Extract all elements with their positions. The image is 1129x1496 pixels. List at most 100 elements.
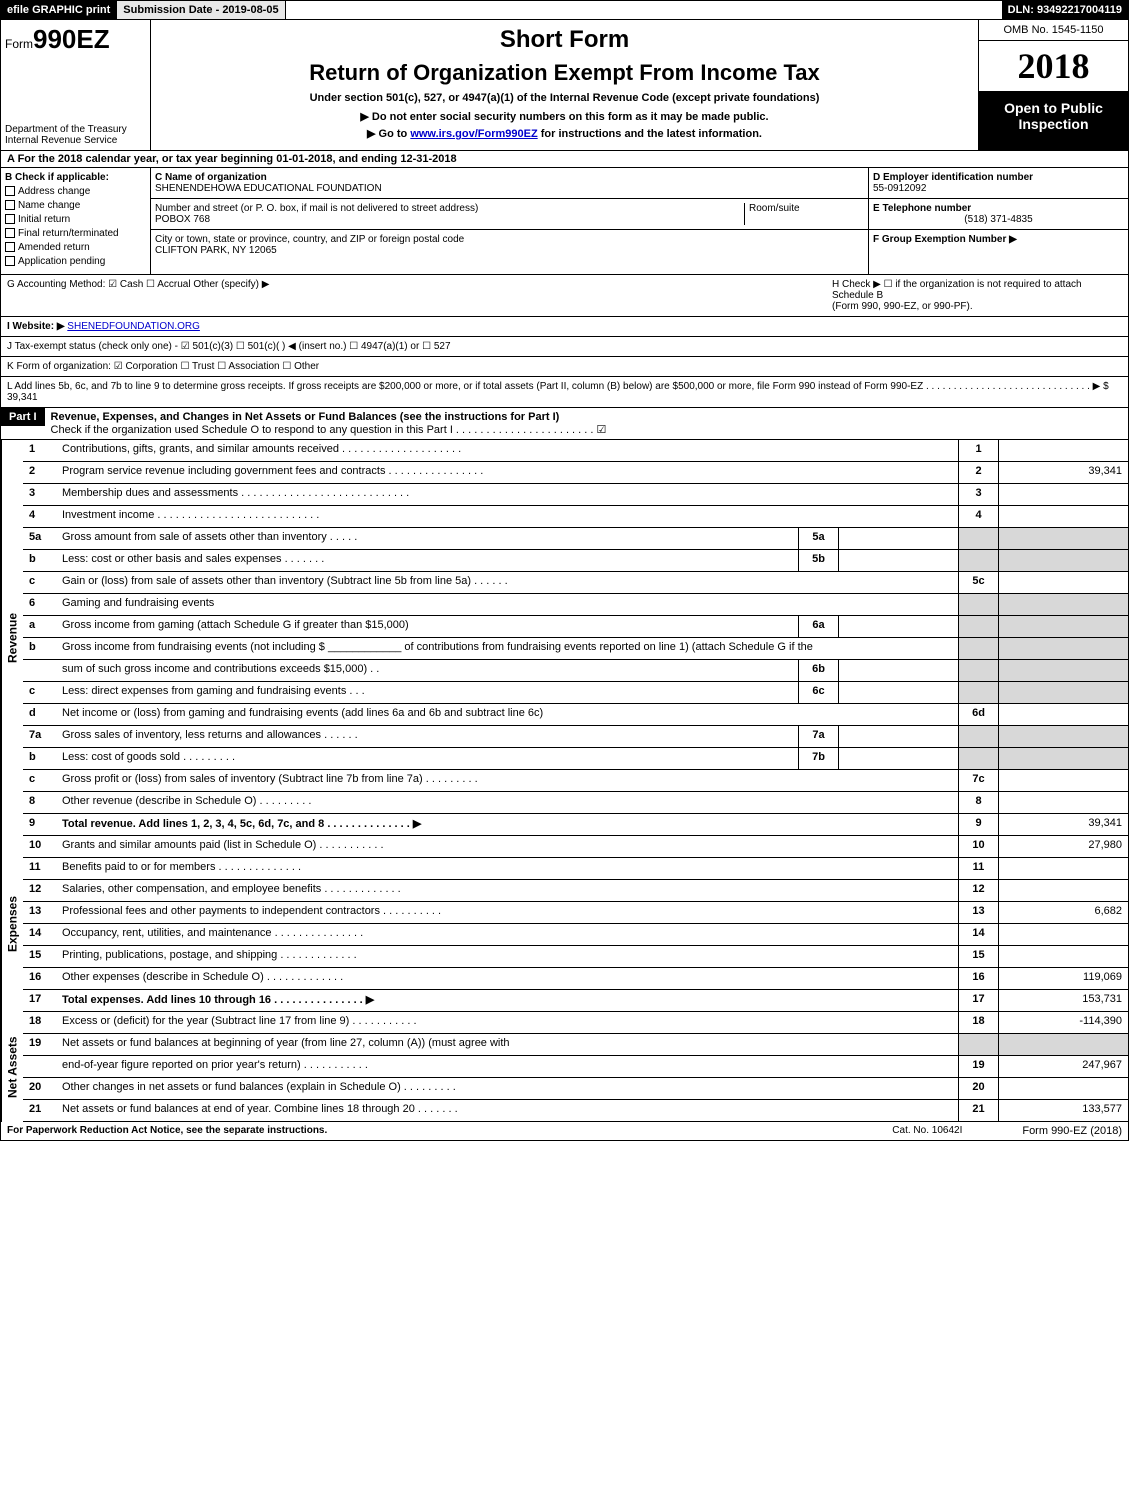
- ein-box: D Employer identification number 55-0912…: [869, 168, 1128, 199]
- schedule-b-check: H Check ▶ ☐ if the organization is not r…: [822, 279, 1122, 312]
- chk-final-return[interactable]: Final return/terminated: [5, 228, 146, 239]
- line-row: 7aGross sales of inventory, less returns…: [23, 726, 1128, 748]
- chk-initial-return[interactable]: Initial return: [5, 214, 146, 225]
- line-number: [23, 1056, 58, 1077]
- line-number: b: [23, 748, 58, 769]
- address-box: Number and street (or P. O. box, if mail…: [151, 199, 868, 230]
- line-number: 9: [23, 814, 58, 835]
- line-row: bLess: cost or other basis and sales exp…: [23, 550, 1128, 572]
- side-label-netassets: Net Assets: [1, 1012, 23, 1122]
- efile-print-button[interactable]: efile GRAPHIC print: [1, 1, 117, 19]
- line-number: c: [23, 572, 58, 593]
- line-description: Less: direct expenses from gaming and fu…: [58, 682, 798, 703]
- catalog-number: Cat. No. 10642I: [892, 1125, 962, 1137]
- line-row: 2Program service revenue including gover…: [23, 462, 1128, 484]
- line-row: 12Salaries, other compensation, and empl…: [23, 880, 1128, 902]
- header-center: Short Form Return of Organization Exempt…: [151, 20, 978, 150]
- form-header: Form990EZ Department of the Treasury Int…: [0, 20, 1129, 151]
- right-line-value: [998, 880, 1128, 901]
- line-number: d: [23, 704, 58, 725]
- line-row: 14Occupancy, rent, utilities, and mainte…: [23, 924, 1128, 946]
- line-row: 11Benefits paid to or for members . . . …: [23, 858, 1128, 880]
- part-1-title: Revenue, Expenses, and Changes in Net As…: [45, 408, 1128, 439]
- top-bar: efile GRAPHIC print Submission Date - 20…: [0, 0, 1129, 20]
- right-line-value: -114,390: [998, 1012, 1128, 1033]
- mid-line-number: 7a: [798, 726, 838, 747]
- right-line-value: 119,069: [998, 968, 1128, 989]
- website-link[interactable]: SHENEDFOUNDATION.ORG: [67, 321, 200, 332]
- line-number: c: [23, 682, 58, 703]
- line-description: Total revenue. Add lines 1, 2, 3, 4, 5c,…: [58, 814, 958, 835]
- line-description: Membership dues and assessments . . . . …: [58, 484, 958, 505]
- right-line-number: 9: [958, 814, 998, 835]
- right-line-value: 153,731: [998, 990, 1128, 1011]
- phone-box: E Telephone number (518) 371-4835: [869, 199, 1128, 230]
- phone-label: E Telephone number: [873, 203, 1124, 214]
- chk-application-pending[interactable]: Application pending: [5, 256, 146, 267]
- line-row: cLess: direct expenses from gaming and f…: [23, 682, 1128, 704]
- column-de: D Employer identification number 55-0912…: [868, 168, 1128, 274]
- row-g: G Accounting Method: ☑ Cash ☐ Accrual Ot…: [0, 275, 1129, 317]
- open-public-1: Open to Public: [983, 100, 1124, 116]
- chk-amended-return[interactable]: Amended return: [5, 242, 146, 253]
- mid-line-number: 7b: [798, 748, 838, 769]
- line-description: Less: cost of goods sold . . . . . . . .…: [58, 748, 798, 769]
- mid-line-value: [838, 528, 958, 549]
- line-description: Net assets or fund balances at end of ye…: [58, 1100, 958, 1121]
- line-row: cGain or (loss) from sale of assets othe…: [23, 572, 1128, 594]
- mid-line-value: [838, 550, 958, 571]
- line-description: Other expenses (describe in Schedule O) …: [58, 968, 958, 989]
- right-line-number: [958, 726, 998, 747]
- line-number: 21: [23, 1100, 58, 1121]
- right-line-number: 10: [958, 836, 998, 857]
- right-line-value: [998, 704, 1128, 725]
- line-number: 15: [23, 946, 58, 967]
- right-line-number: [958, 616, 998, 637]
- form-version: Form 990-EZ (2018): [1022, 1125, 1122, 1137]
- street-address: POBOX 768: [155, 214, 744, 225]
- line-row: 16Other expenses (describe in Schedule O…: [23, 968, 1128, 990]
- right-line-number: 15: [958, 946, 998, 967]
- right-line-value: [998, 484, 1128, 505]
- line-number: 16: [23, 968, 58, 989]
- rows-container: 18Excess or (deficit) for the year (Subt…: [23, 1012, 1128, 1122]
- return-title: Return of Organization Exempt From Incom…: [157, 60, 972, 86]
- line-row: end-of-year figure reported on prior yea…: [23, 1056, 1128, 1078]
- line-description: Professional fees and other payments to …: [58, 902, 958, 923]
- chk-name-change[interactable]: Name change: [5, 200, 146, 211]
- right-line-number: 13: [958, 902, 998, 923]
- omb-number: OMB No. 1545-1150: [979, 20, 1128, 41]
- right-line-value: [998, 550, 1128, 571]
- line-description: Total expenses. Add lines 10 through 16 …: [58, 990, 958, 1011]
- side-label-expenses: Expenses: [1, 836, 23, 1012]
- right-line-number: 2: [958, 462, 998, 483]
- line-number: c: [23, 770, 58, 791]
- right-line-value: [998, 1078, 1128, 1099]
- right-line-number: 6d: [958, 704, 998, 725]
- right-line-value: [998, 638, 1128, 659]
- line-number: 13: [23, 902, 58, 923]
- website-label: I Website: ▶: [7, 321, 65, 332]
- line-row: 13Professional fees and other payments t…: [23, 902, 1128, 924]
- line-number: b: [23, 638, 58, 659]
- chk-label: Final return/terminated: [18, 228, 119, 239]
- col-b-header: B Check if applicable:: [5, 172, 146, 183]
- right-line-number: [958, 594, 998, 615]
- org-name-box: C Name of organization SHENENDEHOWA EDUC…: [151, 168, 868, 199]
- dept-line-1: Department of the Treasury: [5, 124, 146, 135]
- line-number: b: [23, 550, 58, 571]
- right-line-value: 39,341: [998, 814, 1128, 835]
- mid-line-number: 6c: [798, 682, 838, 703]
- row-l-text: L Add lines 5b, 6c, and 7b to line 9 to …: [7, 381, 1103, 392]
- right-line-value: [998, 946, 1128, 967]
- right-line-value: [998, 506, 1128, 527]
- right-line-number: 5c: [958, 572, 998, 593]
- section-a: A For the 2018 calendar year, or tax yea…: [0, 151, 1129, 168]
- line-description: Grants and similar amounts paid (list in…: [58, 836, 958, 857]
- right-line-number: 4: [958, 506, 998, 527]
- line-row: 1Contributions, gifts, grants, and simil…: [23, 440, 1128, 462]
- chk-address-change[interactable]: Address change: [5, 186, 146, 197]
- line-description: Benefits paid to or for members . . . . …: [58, 858, 958, 879]
- irs-link[interactable]: www.irs.gov/Form990EZ: [410, 128, 537, 140]
- column-c: C Name of organization SHENENDEHOWA EDUC…: [151, 168, 868, 274]
